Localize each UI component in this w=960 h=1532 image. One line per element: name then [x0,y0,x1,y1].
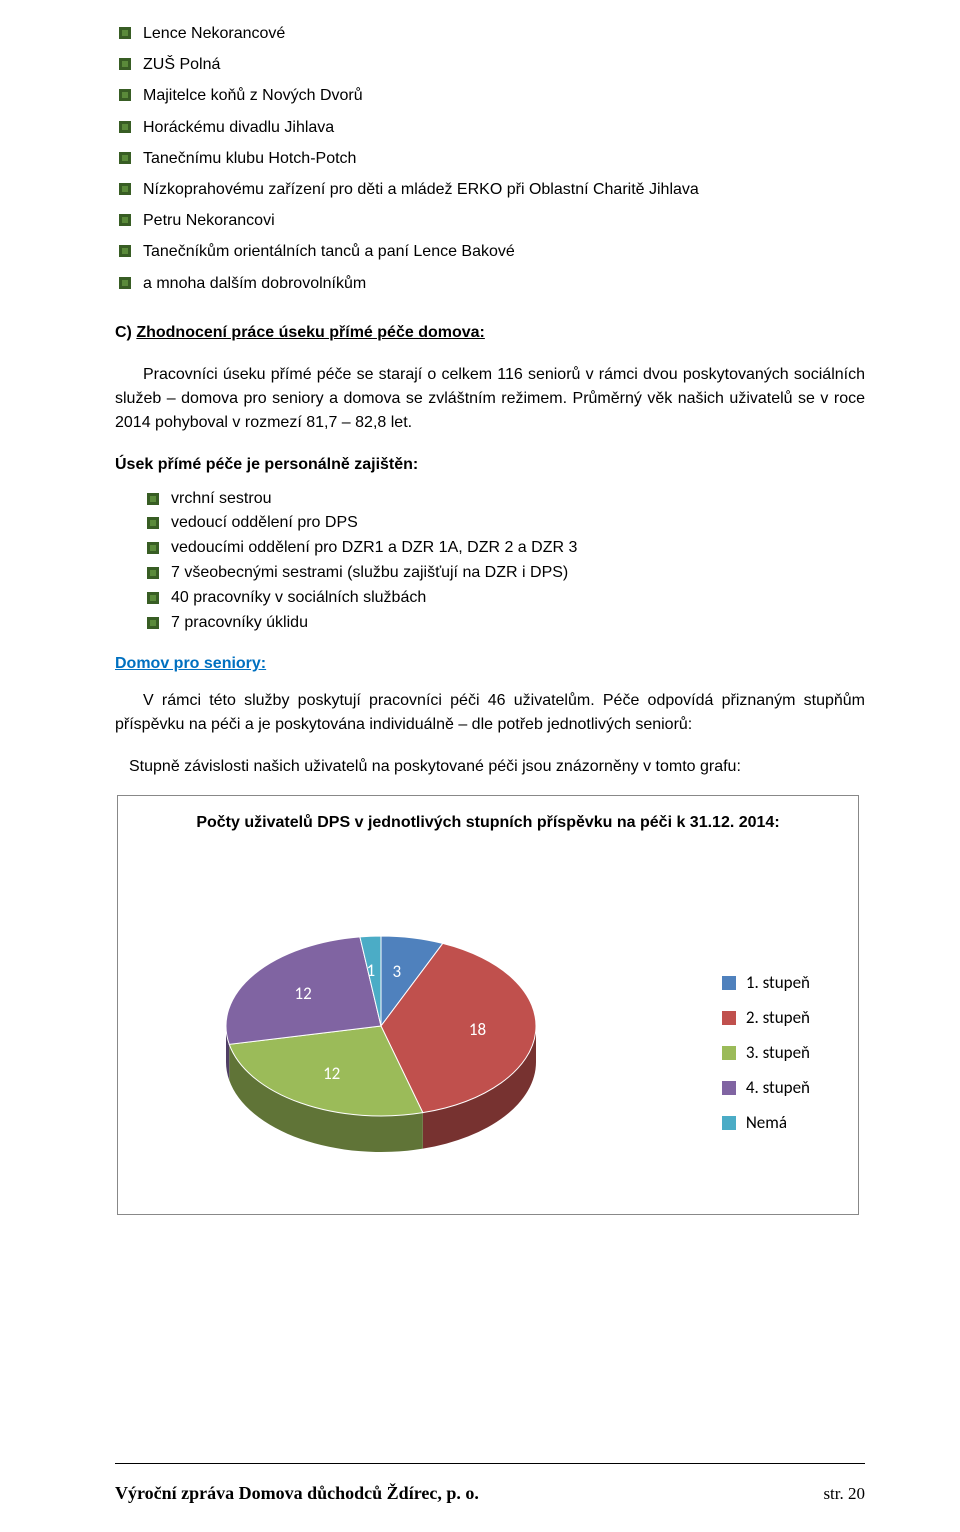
list-text: ZUŠ Polná [143,56,220,73]
bullet-icon [147,567,159,579]
pie-slice-label: 18 [469,1019,486,1040]
list-item: vrchní sestrou [143,487,865,512]
bullet-icon [119,214,131,226]
footer-left: Výroční zpráva Domova důchodců Ždírec, p… [115,1483,479,1504]
list-item: Horáckému divadlu Jihlava [115,112,865,143]
section-c-heading: C) Zhodnocení práce úseku přímé péče dom… [115,321,865,345]
bullet-icon [119,89,131,101]
pie-chart-container: Počty uživatelů DPS v jednotlivých stupn… [117,795,859,1215]
list-item: Tanečníkům orientálních tanců a paní Len… [115,236,865,267]
bullet-icon [119,58,131,70]
list-item: Petru Nekorancovi [115,205,865,236]
list-text: Tanečníkům orientálních tanců a paní Len… [143,243,515,260]
list-item: vedoucí oddělení pro DPS [143,511,865,536]
list-text: a mnoha dalším dobrovolníkům [143,275,366,292]
list-text: 7 pracovníky úklidu [171,614,308,631]
bullet-icon [119,121,131,133]
list-text: 40 pracovníky v sociálních službách [171,589,426,606]
bullet-icon [119,152,131,164]
legend-label: Nemá [746,1112,787,1133]
list-text: Petru Nekorancovi [143,212,275,229]
pie-slice-label: 3 [393,961,402,982]
usek-heading: Úsek přímé péče je personálně zajištěn: [115,453,865,477]
paragraph-1: Pracovníci úseku přímé péče se starají o… [115,363,865,435]
list-text: vrchní sestrou [171,490,271,507]
footer-divider [115,1463,865,1464]
bullet-icon [147,542,159,554]
bullet-icon [119,245,131,257]
list-text: Lence Nekorancové [143,25,285,42]
legend-swatch [722,1116,736,1130]
pie-slice-label: 1 [366,960,375,981]
list-text: Tanečnímu klubu Hotch-Potch [143,150,356,167]
footer-right: str. 20 [823,1484,865,1504]
bullet-icon [119,183,131,195]
bullet-icon [147,592,159,604]
domov-heading: Domov pro seniory: [115,655,865,673]
legend-swatch [722,1081,736,1095]
bullet-icon [119,27,131,39]
list-text: 7 všeobecnými sestrami (službu zajišťují… [171,564,568,581]
list-text: vedoucími oddělení pro DZR1 a DZR 1A, DZ… [171,539,577,556]
list-item: a mnoha dalším dobrovolníkům [115,268,865,299]
bullet-icon [147,493,159,505]
list-item: ZUŠ Polná [115,49,865,80]
list-item: 7 pracovníky úklidu [143,611,865,636]
legend-label: 4. stupeň [746,1077,810,1098]
list-text: Nízkoprahovému zařízení pro děti a mláde… [143,181,699,198]
page-footer: Výroční zpráva Domova důchodců Ždírec, p… [115,1463,865,1504]
pie-slice-label: 12 [323,1063,340,1084]
pie-slice-label: 12 [294,983,311,1004]
top-bullet-list: Lence Nekorancové ZUŠ Polná Majitelce ko… [115,18,865,299]
bullet-icon [119,277,131,289]
legend-label: 3. stupeň [746,1042,810,1063]
legend-item: Nemá [722,1112,810,1133]
legend-item: 2. stupeň [722,1007,810,1028]
legend-label: 2. stupeň [746,1007,810,1028]
legend-item: 3. stupeň [722,1042,810,1063]
legend-swatch [722,976,736,990]
list-item: Majitelce koňů z Nových Dvorů [115,80,865,111]
pie-chart: 3 18 12 12 1 [206,916,556,1176]
list-item: Lence Nekorancové [115,18,865,49]
list-item: 40 pracovníky v sociálních službách [143,586,865,611]
paragraph-2: V rámci této služby poskytují pracovníci… [115,689,865,737]
chart-title: Počty uživatelů DPS v jednotlivých stupn… [118,796,858,834]
list-item: Nízkoprahovému zařízení pro děti a mláde… [115,174,865,205]
section-c-label: C) [115,324,136,341]
legend-swatch [722,1046,736,1060]
section-c-title: Zhodnocení práce úseku přímé péče domova… [136,324,485,341]
list-item: Tanečnímu klubu Hotch-Potch [115,143,865,174]
personnel-list: vrchní sestrou vedoucí oddělení pro DPS … [143,487,865,636]
legend-swatch [722,1011,736,1025]
bullet-icon [147,517,159,529]
bullet-icon [147,617,159,629]
legend-item: 4. stupeň [722,1077,810,1098]
list-text: Horáckému divadlu Jihlava [143,119,334,136]
chart-legend: 1. stupeň 2. stupeň 3. stupeň 4. stupeň Nemá [722,972,810,1147]
chart-body: 3 18 12 12 1 1. stupeň 2. stupeň 3. stupeň 4. s… [118,876,858,1204]
list-text: vedoucí oddělení pro DPS [171,514,358,531]
legend-label: 1. stupeň [746,972,810,993]
legend-item: 1. stupeň [722,972,810,993]
list-item: vedoucími oddělení pro DZR1 a DZR 1A, DZ… [143,536,865,561]
list-text: Majitelce koňů z Nových Dvorů [143,87,363,104]
list-item: 7 všeobecnými sestrami (službu zajišťují… [143,561,865,586]
graph-intro: Stupně závislosti našich uživatelů na po… [115,755,865,779]
